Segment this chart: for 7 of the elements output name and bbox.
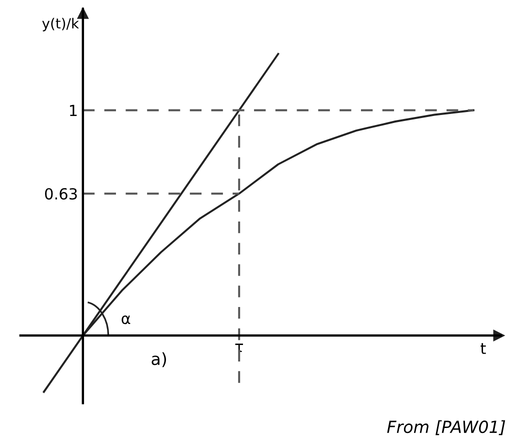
annotation: α [122,315,130,324]
text: From [PAW01] [387,420,506,436]
annotation: a) [152,352,166,368]
y-tick-label: 0.63 [45,188,77,200]
x-axis-title: t [480,343,486,354]
y-tick-label: 1 [70,104,77,116]
y-axis-title: y(t)/k [42,18,79,32]
